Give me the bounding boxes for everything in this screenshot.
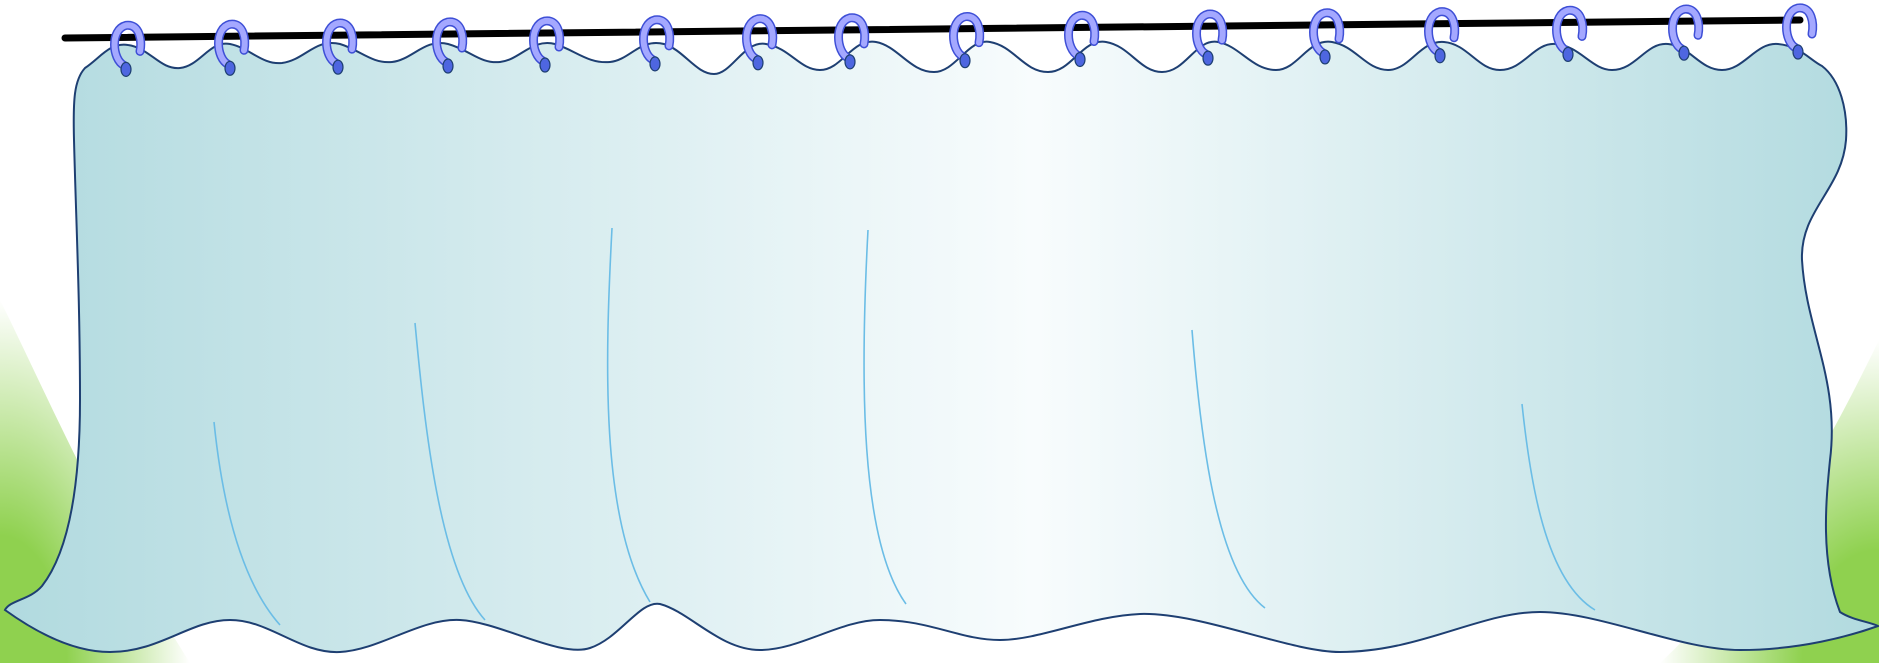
curtain-ring-icon: [1309, 8, 1345, 65]
curtain-ring-icon: [1064, 10, 1100, 68]
fold-line: [863, 229, 907, 605]
curtain-body: [3, 40, 1879, 654]
curtain-ring-icon: [1668, 4, 1704, 61]
curtain-folds: [213, 227, 1596, 626]
curtain-ring-icon: [1192, 9, 1228, 66]
fold-line: [414, 322, 486, 621]
curtain-ring-icon: [1782, 3, 1818, 60]
curtain-rings: [110, 3, 1818, 77]
curtain-ring-icon: [214, 19, 250, 76]
curtain-ring-icon: [432, 17, 468, 74]
fold-line: [1521, 403, 1596, 611]
curtain-ring-icon: [1424, 7, 1460, 64]
fold-line: [213, 421, 281, 626]
curtain-ring-icon: [949, 12, 985, 69]
curtain-ring-icon: [110, 20, 146, 77]
fold-line: [1191, 329, 1266, 609]
curtain-ring-icon: [1552, 5, 1588, 63]
curtain-ring-icon: [742, 14, 778, 71]
grass-left: [0, 300, 190, 663]
curtain-ring-icon: [834, 13, 870, 70]
fold-line: [606, 227, 651, 603]
curtain-ring-icon: [322, 18, 358, 75]
curtain-ring-icon: [639, 15, 675, 72]
curtain-ring-icon: [529, 16, 565, 73]
